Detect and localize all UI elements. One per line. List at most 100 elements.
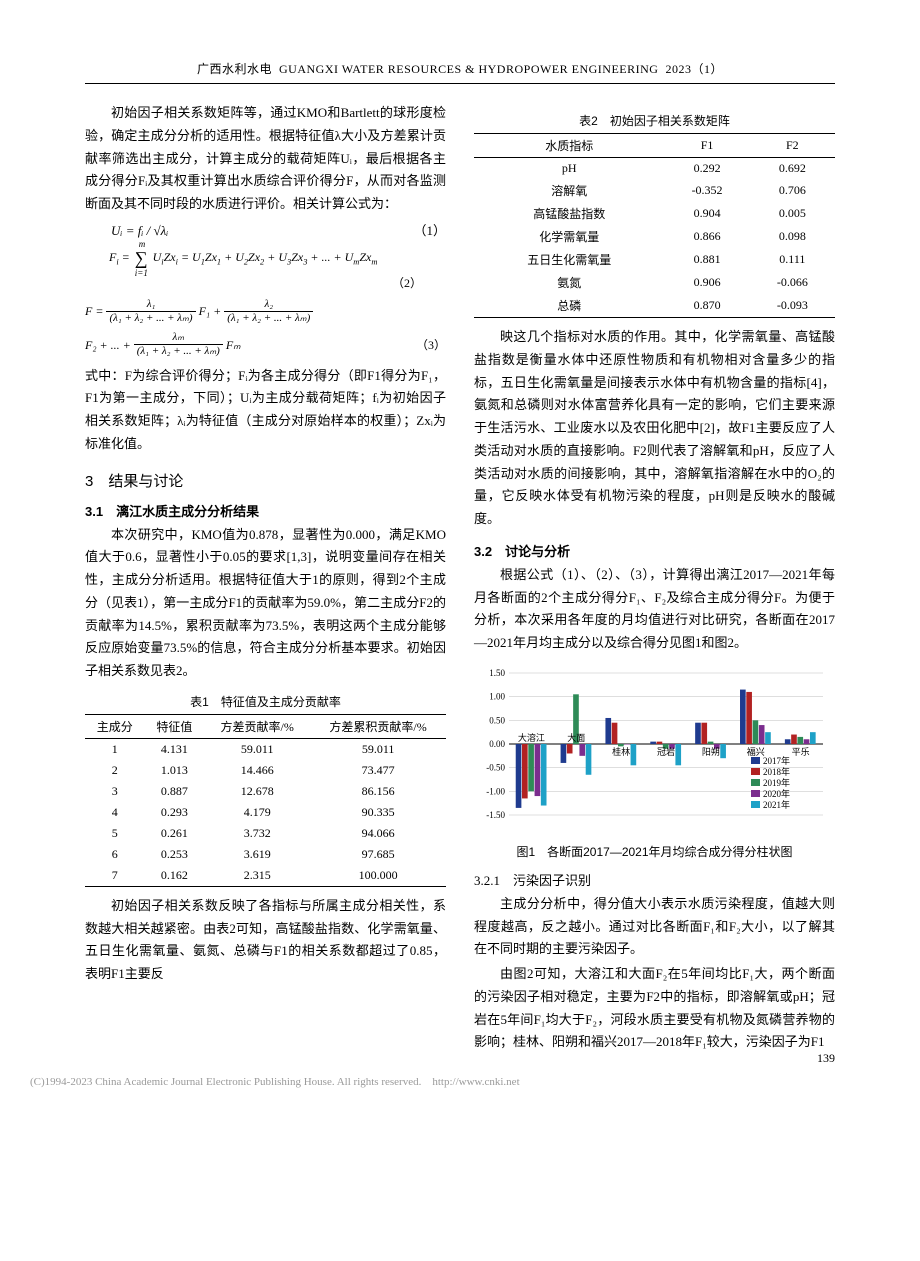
svg-text:-1.50: -1.50	[486, 810, 505, 820]
table-cell: 0.111	[750, 248, 835, 271]
table-cell: 0.881	[664, 248, 749, 271]
table-cell: 90.335	[310, 802, 446, 823]
para-after-table1: 初始因子相关系数反映了各指标与所属主成分相关性，系数越大相关越紧密。由表2可知，…	[85, 895, 446, 986]
table-row: 高锰酸盐指数0.9040.005	[474, 202, 835, 225]
table-cell: 0.706	[750, 179, 835, 202]
table-row: 化学需氧量0.8660.098	[474, 225, 835, 248]
table-cell: 59.011	[310, 738, 446, 760]
svg-text:平乐: 平乐	[792, 746, 810, 757]
table-1: 主成分 特征值 方差贡献率/% 方差累积贡献率/% 14.13159.01159…	[85, 714, 446, 887]
table-cell: 4	[85, 802, 145, 823]
table-cell: 0.906	[664, 271, 749, 294]
equation-desc: 式中：F为综合评价得分；Fᵢ为各主成分得分（即F1得分为F₁，F1为第一主成分，…	[85, 365, 446, 456]
table-row: 氨氮0.906-0.066	[474, 271, 835, 294]
table-cell: 0.293	[145, 802, 205, 823]
svg-text:0.00: 0.00	[489, 739, 505, 749]
table-cell: 6	[85, 844, 145, 865]
table-cell: 1.013	[145, 760, 205, 781]
para-right-3: 主成分分析中，得分值大小表示水质污染程度，值越大则程度越高，反之越小。通过对比各…	[474, 893, 835, 961]
sss-num: 3.2.1	[474, 873, 500, 888]
left-column: 初始因子相关系数矩阵等，通过KMO和Bartlett的球形度检验，确定主成分分析…	[85, 102, 446, 1056]
table-cell: 0.692	[750, 158, 835, 180]
subsubsection-3-2-1-title: 3.2.1 污染因子识别	[474, 870, 835, 889]
subsection-3-2-title: 3.2 讨论与分析	[474, 541, 835, 560]
table-cell: 97.685	[310, 844, 446, 865]
table-row: 40.2934.17990.335	[85, 802, 446, 823]
t2-h0: 水质指标	[474, 134, 664, 158]
eq3-den2: (λ₁ + λ₂ + ... + λₘ)	[224, 312, 313, 325]
eq3-number: （3）	[416, 338, 446, 352]
equation-3: F = λ₁(λ₁ + λ₂ + ... + λₘ) F₁ + λ₂(λ₁ + …	[85, 298, 446, 359]
chart-svg: -1.50-1.00-0.500.000.501.001.50大溶江大面桂林冠岩…	[474, 665, 829, 835]
table-row: 21.01314.46673.477	[85, 760, 446, 781]
t1-h2: 方差贡献率/%	[204, 714, 310, 738]
issue: 2023（1）	[665, 62, 723, 76]
eq3-den1: (λ₁ + λ₂ + ... + λₘ)	[106, 312, 195, 325]
table-cell: 总磷	[474, 294, 664, 318]
table-cell: 73.477	[310, 760, 446, 781]
table-row: 30.88712.67886.156	[85, 781, 446, 802]
eq3-fm: Fₘ	[226, 338, 241, 352]
right-column: 表2 初始因子相关系数矩阵 水质指标 F1 F2 pH0.2920.692溶解氧…	[474, 102, 835, 1056]
table-cell: 五日生化需氧量	[474, 248, 664, 271]
table-cell: 高锰酸盐指数	[474, 202, 664, 225]
table-cell: 59.011	[204, 738, 310, 760]
subsection-3-1-title: 3.1 漓江水质主成分分析结果	[85, 501, 446, 520]
table-cell: 4.179	[204, 802, 310, 823]
journal-name-en: GUANGXI WATER RESOURCES & HYDROPOWER ENG…	[279, 62, 658, 76]
table-cell: 5	[85, 823, 145, 844]
footer-left: (C)1994-2023 China Academic Journal Elec…	[30, 1076, 421, 1088]
equation-1: Uᵢ = fᵢ / √λᵢ （1）	[111, 222, 446, 240]
table1-caption: 表1 特征值及主成分贡献率	[85, 693, 446, 710]
table-row: 14.13159.01159.011	[85, 738, 446, 760]
table-cell: 1	[85, 738, 145, 760]
table-cell: 0.887	[145, 781, 205, 802]
table-cell: 4.131	[145, 738, 205, 760]
table-cell: 100.000	[310, 865, 446, 887]
table-cell: 86.156	[310, 781, 446, 802]
t1-h1: 特征值	[145, 714, 205, 738]
table-row: pH0.2920.692	[474, 158, 835, 180]
table-row: 70.1622.315100.000	[85, 865, 446, 887]
table-cell: 0.162	[145, 865, 205, 887]
eq3-lead: F =	[85, 304, 103, 318]
table-cell: 0.866	[664, 225, 749, 248]
para-3-1: 本次研究中，KMO值为0.878，显著性为0.000，满足KMO值大于0.6，显…	[85, 524, 446, 683]
table-row: 总磷0.870-0.093	[474, 294, 835, 318]
eq2-number: （2）	[392, 276, 422, 290]
page-number: 139	[817, 1051, 835, 1066]
table-cell: 0.005	[750, 202, 835, 225]
equation-2: Fi = m ∑ i=1 UiZxi = U1Zx1 + U2Zx2 + U3Z…	[109, 246, 446, 292]
svg-text:1.00: 1.00	[489, 691, 505, 701]
t2-h1: F1	[664, 134, 749, 158]
table-cell: -0.093	[750, 294, 835, 318]
eq3-num1: λ₁	[106, 298, 195, 312]
table-cell: 溶解氧	[474, 179, 664, 202]
table-cell: 7	[85, 865, 145, 887]
intro-paragraph: 初始因子相关系数矩阵等，通过KMO和Bartlett的球形度检验，确定主成分分析…	[85, 102, 446, 216]
table-2: 水质指标 F1 F2 pH0.2920.692溶解氧-0.3520.706高锰酸…	[474, 133, 835, 318]
table-cell: pH	[474, 158, 664, 180]
table-cell: 94.066	[310, 823, 446, 844]
section-3-title: 3 结果与讨论	[85, 470, 446, 491]
table-cell: -0.066	[750, 271, 835, 294]
two-column-layout: 初始因子相关系数矩阵等，通过KMO和Bartlett的球形度检验，确定主成分分析…	[85, 102, 835, 1056]
table-cell: 14.466	[204, 760, 310, 781]
figure-1-chart: -1.50-1.00-0.500.000.501.001.50大溶江大面桂林冠岩…	[474, 665, 835, 839]
table-cell: 2.315	[204, 865, 310, 887]
footer-right: http://www.cnki.net	[432, 1076, 519, 1088]
eq3-f1: F₁ +	[199, 304, 222, 318]
svg-text:阳朔: 阳朔	[702, 746, 720, 757]
svg-text:-0.50: -0.50	[486, 762, 505, 772]
svg-text:0.50: 0.50	[489, 715, 505, 725]
table-row: 60.2533.61997.685	[85, 844, 446, 865]
table-cell: 12.678	[204, 781, 310, 802]
svg-text:2018年: 2018年	[763, 766, 790, 777]
table-cell: 化学需氧量	[474, 225, 664, 248]
svg-text:大溶江: 大溶江	[518, 732, 545, 743]
svg-text:2020年: 2020年	[763, 788, 790, 799]
table-cell: 0.292	[664, 158, 749, 180]
para-right-1: 映这几个指标对水质的作用。其中，化学需氧量、高锰酸盐指数是衡量水体中还原性物质和…	[474, 326, 835, 531]
t1-h3: 方差累积贡献率/%	[310, 714, 446, 738]
table-cell: 0.098	[750, 225, 835, 248]
